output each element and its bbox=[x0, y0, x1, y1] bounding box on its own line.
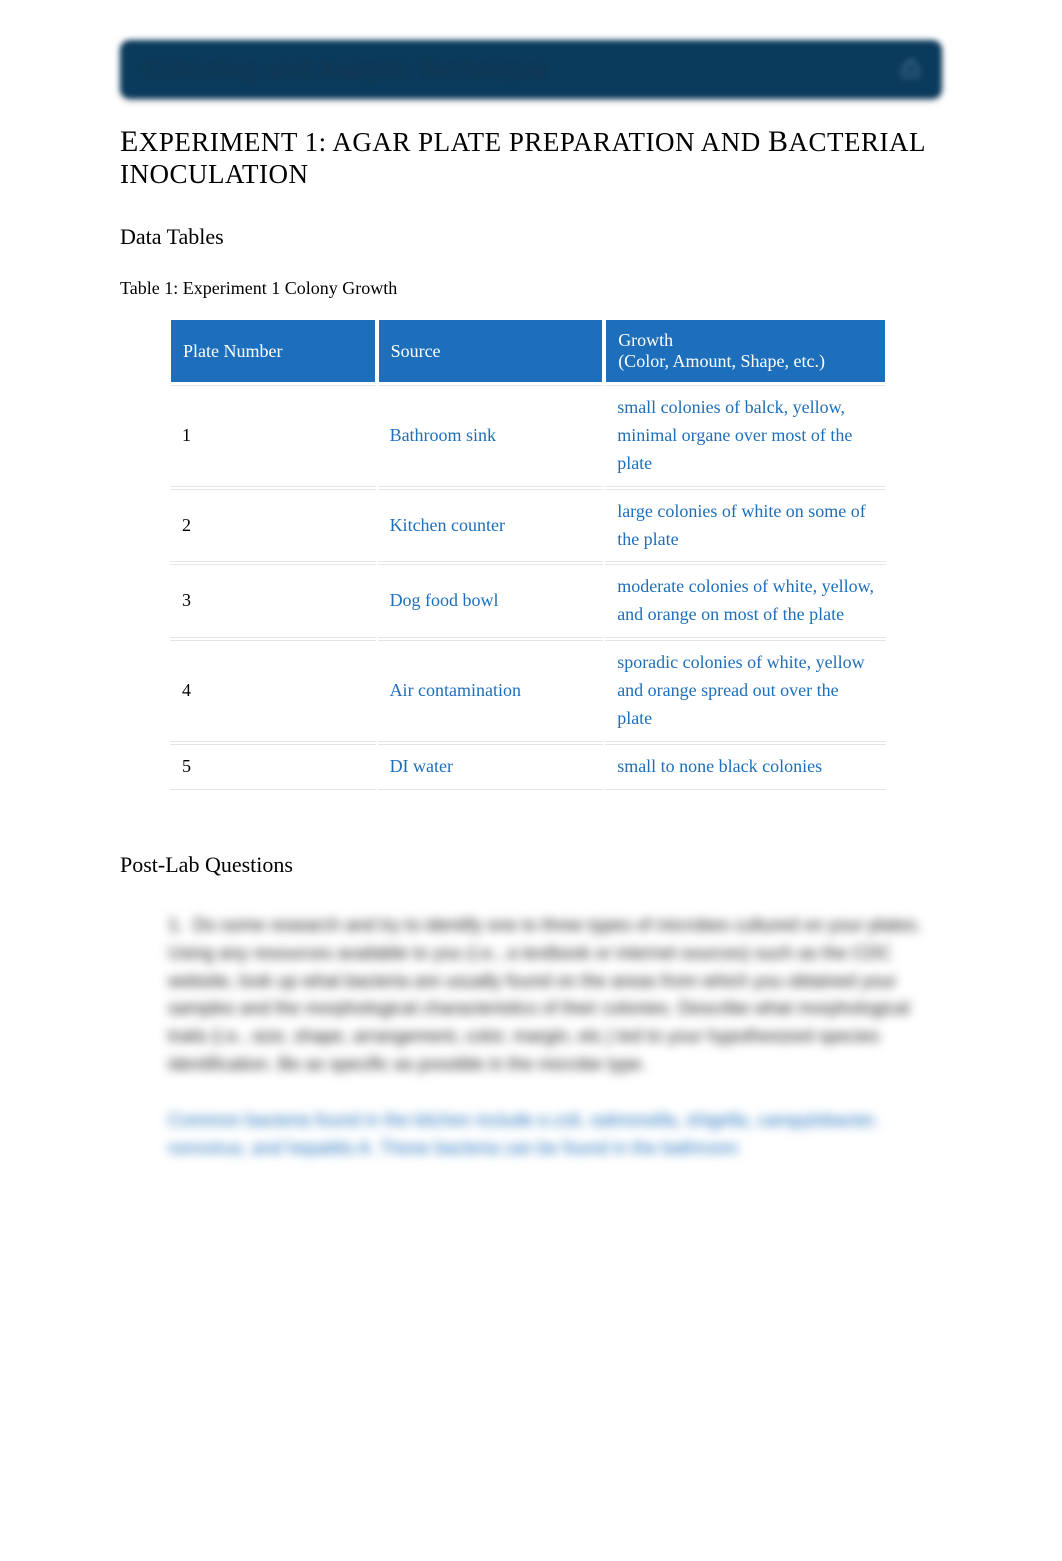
table-row: 5 DI water small to none black colonies bbox=[170, 744, 886, 790]
question-1-answer: Common bacteria found in the kitchen inc… bbox=[168, 1107, 942, 1163]
page-header-banner: Culturing and Aseptic Technique ⎙ bbox=[120, 40, 942, 99]
header-growth: Growth (Color, Amount, Shape, etc.) bbox=[605, 319, 886, 383]
experiment-title: EXPERIMENT 1: AGAR PLATE PREPARATION AND… bbox=[120, 125, 942, 190]
cell-source: Air contamination bbox=[378, 640, 604, 742]
header-plate-number: Plate Number bbox=[170, 319, 376, 383]
table-row: 1 Bathroom sink small colonies of balck,… bbox=[170, 385, 886, 487]
cell-source: DI water bbox=[378, 744, 604, 790]
header-source: Source bbox=[378, 319, 604, 383]
cell-plate: 5 bbox=[170, 744, 376, 790]
table-row: 2 Kitchen counter large colonies of whit… bbox=[170, 489, 886, 563]
cell-growth: sporadic colonies of white, yellow and o… bbox=[605, 640, 886, 742]
print-icon: ⎙ bbox=[901, 56, 920, 84]
header-growth-line1: Growth bbox=[618, 330, 673, 350]
cell-plate: 3 bbox=[170, 564, 376, 638]
cell-source: Bathroom sink bbox=[378, 385, 604, 487]
cell-source: Kitchen counter bbox=[378, 489, 604, 563]
question-number: 1. bbox=[168, 915, 183, 935]
colony-growth-table: Plate Number Source Growth (Color, Amoun… bbox=[168, 317, 888, 792]
table-header-row: Plate Number Source Growth (Color, Amoun… bbox=[170, 319, 886, 383]
header-growth-line2: (Color, Amount, Shape, etc.) bbox=[618, 351, 825, 371]
header-title: Culturing and Aseptic Technique bbox=[142, 54, 546, 85]
cell-growth: moderate colonies of white, yellow, and … bbox=[605, 564, 886, 638]
question-text: Do some research and try to identify one… bbox=[168, 915, 921, 1074]
cell-growth: large colonies of white on some of the p… bbox=[605, 489, 886, 563]
cell-source: Dog food bowl bbox=[378, 564, 604, 638]
cell-growth: small colonies of balck, yellow, minimal… bbox=[605, 385, 886, 487]
table-row: 4 Air contamination sporadic colonies of… bbox=[170, 640, 886, 742]
cell-growth: small to none black colonies bbox=[605, 744, 886, 790]
cell-plate: 1 bbox=[170, 385, 376, 487]
cell-plate: 2 bbox=[170, 489, 376, 563]
post-lab-heading: Post-Lab Questions bbox=[120, 852, 942, 878]
table-1-caption: Table 1: Experiment 1 Colony Growth bbox=[120, 278, 942, 299]
data-tables-heading: Data Tables bbox=[120, 224, 942, 250]
question-block: 1.Do some research and try to identify o… bbox=[168, 912, 942, 1163]
question-1: 1.Do some research and try to identify o… bbox=[168, 912, 942, 1079]
cell-plate: 4 bbox=[170, 640, 376, 742]
table-row: 3 Dog food bowl moderate colonies of whi… bbox=[170, 564, 886, 638]
